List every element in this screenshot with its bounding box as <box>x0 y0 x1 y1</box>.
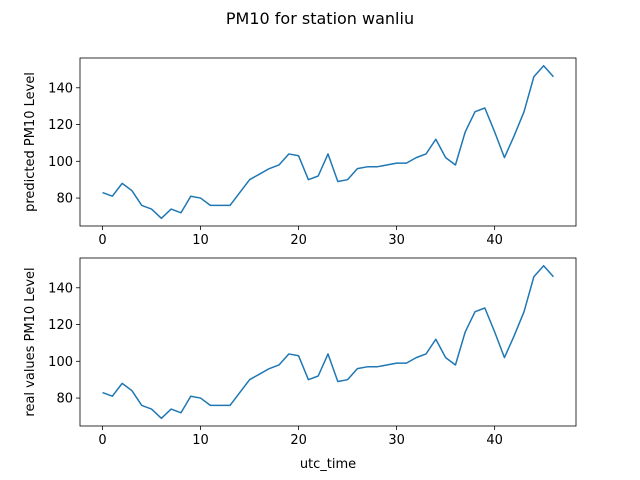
top-axes-frame <box>79 57 577 227</box>
bottom-x-tick-label: 20 <box>290 433 307 448</box>
bottom-axes-frame <box>79 257 577 427</box>
top-y-tick-label: 100 <box>48 155 73 170</box>
bottom-series-line-0 <box>102 264 555 420</box>
top-y-axis-label: predicted PM10 Level <box>23 72 38 212</box>
top-x-tick-label: 10 <box>192 233 209 248</box>
top-x-tick-label: 40 <box>486 233 503 248</box>
top-x-tick-label: 0 <box>98 233 106 248</box>
top-x-tick-label: 30 <box>388 233 405 248</box>
top-y-tick-label: 120 <box>48 118 73 133</box>
bottom-y-tick-label: 80 <box>56 392 73 407</box>
bottom-x-axis-label: utc_time <box>300 457 356 472</box>
top-subplot: 0 10 20 30 40 80 100 120 140 predicted PM10 Level <box>23 57 577 248</box>
figure-title: PM10 for station wanliu <box>226 9 414 28</box>
bottom-x-tick-label: 10 <box>192 433 209 448</box>
top-y-tick-label: 80 <box>56 192 73 207</box>
bottom-y-tick-label: 100 <box>48 355 73 370</box>
bottom-y-tick-label: 140 <box>48 281 73 296</box>
top-x-tick-label: 20 <box>290 233 307 248</box>
bottom-x-tick-label: 30 <box>388 433 405 448</box>
bottom-y-axis-label: real values PM10 Level <box>23 267 38 416</box>
top-series-line-0 <box>102 64 555 220</box>
bottom-subplot: 0 10 20 30 40 80 100 120 140 real values PM10 Lev… <box>23 257 577 472</box>
bottom-y-tick-label: 120 <box>48 318 73 333</box>
bottom-x-tick-label: 0 <box>98 433 106 448</box>
top-y-tick-label: 140 <box>48 81 73 96</box>
bottom-x-tick-label: 40 <box>486 433 503 448</box>
